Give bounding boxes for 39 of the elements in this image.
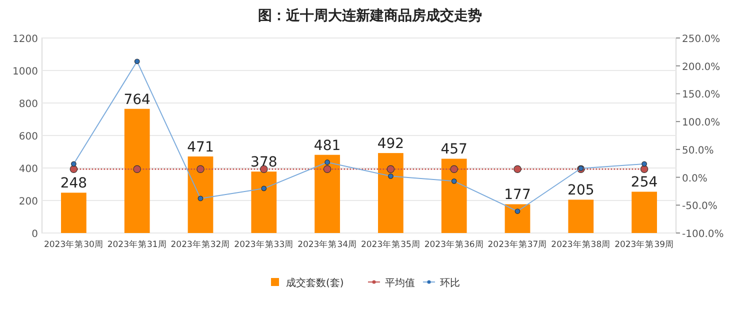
x-tick-label: 2023年第37周	[488, 239, 548, 250]
x-tick-label: 2023年第30周	[44, 239, 104, 250]
data-label: 378	[250, 154, 278, 171]
y-tick-label: 1000	[12, 66, 38, 78]
data-label: 471	[187, 139, 214, 156]
y2-tick-label: 50.0%	[682, 145, 714, 156]
data-label: 457	[440, 142, 468, 158]
data-label: 205	[568, 182, 594, 199]
y2-tick-label: -100.0%	[682, 229, 724, 240]
x-tick-label: 2023年第39周	[614, 239, 674, 250]
y-tick-label: 800	[18, 99, 38, 110]
y2-tick-label: 150.0%	[682, 90, 720, 101]
data-label: 764	[124, 92, 151, 108]
data-label: 177	[504, 187, 531, 204]
y-tick-label: 400	[18, 164, 38, 175]
x-tick-label: 2023年第38周	[551, 239, 611, 250]
data-label: 248	[60, 176, 88, 192]
data-label: 254	[630, 174, 658, 191]
y-tick-label: 0	[32, 229, 38, 240]
legend-label: 环比	[440, 277, 460, 289]
x-tick-label: 2023年第36周	[424, 239, 484, 250]
x-tick-label: 2023年第32周	[170, 239, 230, 250]
y-tick-label: 1200	[12, 34, 38, 45]
y2-tick-label: 250.0%	[682, 34, 720, 45]
y2-tick-label: 0.0%	[682, 173, 708, 184]
data-label: 481	[314, 138, 341, 154]
x-tick-label: 2023年第33周	[234, 239, 294, 250]
y2-tick-label: 200.0%	[682, 62, 720, 73]
x-tick-label: 2023年第35周	[360, 239, 420, 250]
y2-tick-label: -50.0%	[682, 201, 718, 212]
data-label: 492	[377, 136, 404, 152]
x-tick-label: 2023年第34周	[298, 239, 358, 250]
y-tick-label: 600	[18, 132, 38, 142]
legend-label: 平均值	[385, 277, 415, 289]
legend-label: 成交套数(套)	[286, 277, 344, 289]
x-tick-label: 2023年第31周	[107, 239, 167, 250]
y-tick-label: 200	[18, 196, 38, 208]
chart-title: 图：近十周大连新建商品房成交走势	[258, 7, 482, 24]
y2-tick-label: 100.0%	[682, 118, 720, 129]
